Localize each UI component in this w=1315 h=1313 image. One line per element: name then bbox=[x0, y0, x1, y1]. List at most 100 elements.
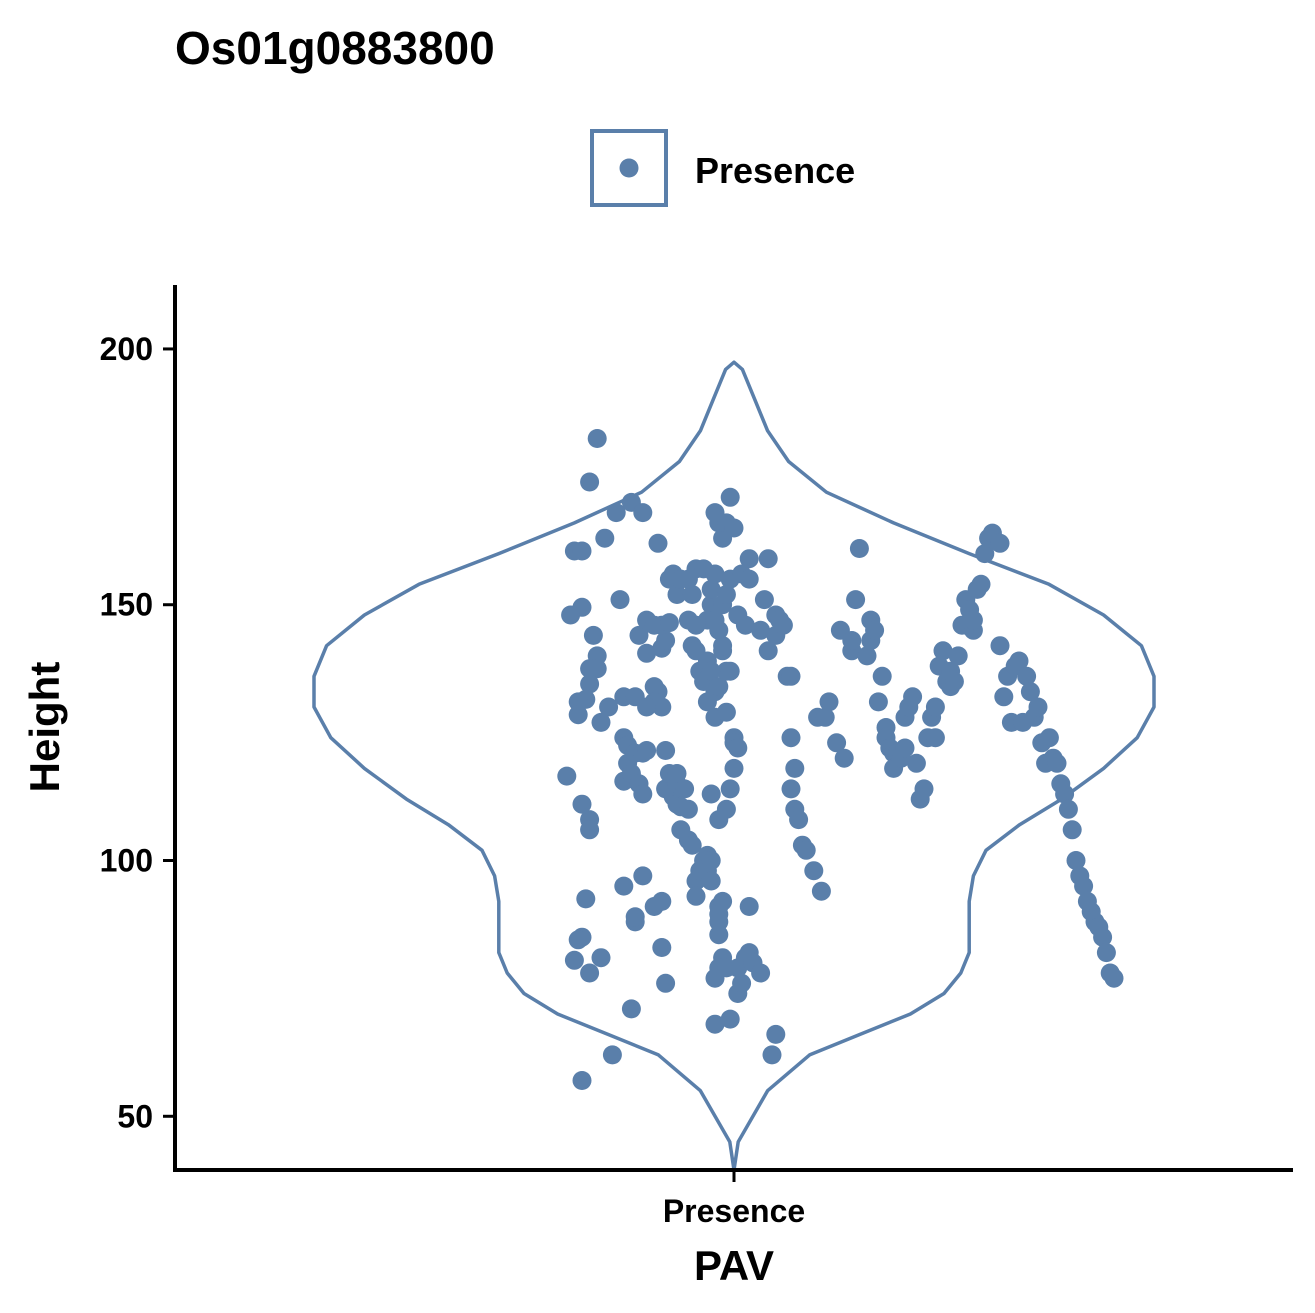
y-tick-label-100: 100 bbox=[100, 843, 153, 879]
violin-outline bbox=[312, 360, 1156, 1172]
data-point bbox=[1039, 728, 1059, 748]
data-point bbox=[583, 625, 603, 645]
data-point bbox=[705, 564, 725, 584]
data-point bbox=[568, 930, 588, 950]
data-point bbox=[705, 610, 725, 630]
data-point bbox=[709, 904, 729, 924]
data-point bbox=[652, 938, 672, 957]
data-point bbox=[644, 677, 664, 697]
legend-key-box bbox=[590, 129, 668, 207]
y-ticks: 50 100 150 200 bbox=[100, 331, 175, 1134]
data-point bbox=[857, 646, 877, 666]
data-point bbox=[637, 741, 657, 760]
chart-title: Os01g0883800 bbox=[175, 22, 495, 74]
data-point bbox=[781, 728, 801, 748]
data-point bbox=[804, 861, 824, 881]
data-point bbox=[701, 579, 721, 599]
data-point bbox=[656, 741, 676, 760]
data-point bbox=[925, 697, 945, 717]
data-point bbox=[633, 503, 653, 523]
data-point bbox=[1093, 927, 1113, 947]
data-point bbox=[656, 631, 676, 650]
data-point bbox=[994, 687, 1014, 707]
data-point bbox=[625, 907, 645, 927]
data-point bbox=[781, 779, 801, 799]
data-point bbox=[678, 799, 698, 819]
data-point bbox=[781, 666, 801, 686]
data-point bbox=[906, 753, 926, 773]
data-point bbox=[724, 518, 744, 538]
y-tick-label-200: 200 bbox=[100, 331, 153, 367]
data-point bbox=[637, 643, 657, 663]
data-point bbox=[648, 533, 668, 553]
data-point bbox=[728, 738, 748, 758]
data-point bbox=[606, 503, 626, 523]
data-point bbox=[568, 705, 588, 725]
data-point bbox=[580, 963, 600, 983]
data-point bbox=[739, 549, 759, 569]
data-point bbox=[1028, 697, 1048, 717]
data-point bbox=[667, 585, 687, 604]
data-point bbox=[701, 871, 721, 891]
data-point bbox=[709, 810, 729, 830]
data-point bbox=[754, 590, 774, 610]
data-point bbox=[633, 866, 653, 886]
legend-label: Presence bbox=[695, 150, 855, 191]
data-point bbox=[637, 697, 657, 717]
data-point bbox=[849, 539, 869, 558]
legend: Presence bbox=[590, 129, 855, 207]
data-point bbox=[732, 973, 752, 993]
data-point bbox=[682, 835, 702, 855]
data-point bbox=[834, 748, 854, 768]
plot-area bbox=[312, 360, 1156, 1172]
data-point bbox=[933, 641, 953, 661]
data-point bbox=[675, 779, 695, 799]
data-point bbox=[595, 528, 615, 548]
data-point bbox=[720, 487, 740, 507]
data-point bbox=[701, 784, 721, 804]
data-point bbox=[758, 549, 778, 569]
data-point bbox=[990, 533, 1010, 553]
data-point bbox=[751, 963, 771, 983]
data-point bbox=[716, 585, 736, 604]
data-point bbox=[614, 876, 634, 896]
data-point bbox=[865, 620, 885, 640]
data-point bbox=[576, 889, 596, 909]
data-point bbox=[720, 661, 740, 681]
data-point bbox=[659, 613, 679, 633]
data-point bbox=[925, 728, 945, 748]
data-point bbox=[758, 641, 778, 661]
data-point bbox=[580, 659, 600, 679]
data-point bbox=[785, 758, 805, 778]
data-point bbox=[686, 886, 706, 906]
data-point bbox=[789, 810, 809, 830]
data-point bbox=[819, 692, 839, 712]
x-axis: Presence PAV bbox=[173, 1168, 1293, 1289]
data-point bbox=[709, 677, 729, 697]
data-point bbox=[701, 661, 721, 681]
data-point bbox=[944, 672, 964, 691]
data-point bbox=[621, 999, 641, 1019]
data-point bbox=[1066, 851, 1086, 870]
data-point bbox=[739, 897, 759, 916]
data-point bbox=[599, 697, 619, 717]
data-point bbox=[827, 733, 847, 753]
jitter-points bbox=[557, 429, 1124, 1090]
data-point bbox=[872, 666, 892, 686]
data-point bbox=[1020, 682, 1040, 702]
data-point bbox=[724, 758, 744, 778]
data-point bbox=[667, 764, 687, 783]
data-point bbox=[796, 840, 816, 860]
data-point bbox=[656, 973, 676, 993]
data-point bbox=[1104, 968, 1124, 988]
legend-key-point bbox=[619, 158, 639, 178]
data-point bbox=[815, 707, 835, 727]
data-point bbox=[735, 615, 755, 635]
data-point bbox=[1017, 666, 1037, 686]
data-point bbox=[1074, 876, 1094, 896]
data-point bbox=[773, 615, 793, 635]
data-point bbox=[868, 692, 888, 712]
data-point bbox=[990, 636, 1010, 656]
data-point bbox=[686, 615, 706, 635]
data-point bbox=[602, 1045, 622, 1065]
